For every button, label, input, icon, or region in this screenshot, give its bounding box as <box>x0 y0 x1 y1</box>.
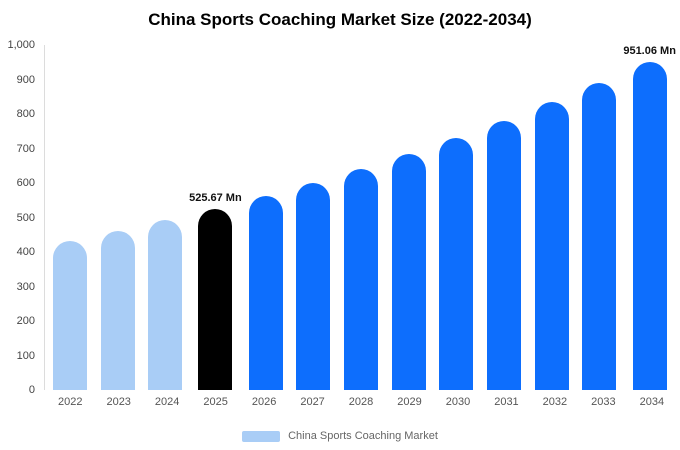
bars: 525.67 Mn 951.06 Mn <box>46 45 676 390</box>
bar-column-2032 <box>528 45 576 390</box>
bar-column-2030 <box>433 45 481 390</box>
bar-2030 <box>439 137 474 390</box>
bar-2023 <box>100 231 135 390</box>
x-tick-2034: 2034 <box>639 396 665 408</box>
x-tick-2023: 2023 <box>106 396 131 408</box>
y-tick-800: 800 <box>16 108 35 120</box>
x-tick-2028: 2028 <box>348 396 374 408</box>
y-axis-line <box>44 45 45 390</box>
bar-2028 <box>343 169 378 390</box>
bar-column-2031 <box>480 45 528 390</box>
bar-value-label-2025: 525.67 Mn <box>189 191 242 204</box>
y-tick-700: 700 <box>16 142 35 155</box>
legend-label: China Sports Coaching Market <box>288 430 438 442</box>
y-tick-1,000: 1,000 <box>7 39 35 51</box>
bar-2034 <box>632 62 667 390</box>
x-tick-2032: 2032 <box>542 396 568 408</box>
x-tick-2024: 2024 <box>154 396 180 408</box>
bar-2029 <box>391 154 426 390</box>
y-tick-100: 100 <box>16 349 35 362</box>
bar-2024 <box>148 220 183 390</box>
x-tick-2025: 2025 <box>203 396 228 408</box>
x-axis-labels: 2022 2023 2024 2025 2026 2027 2028 2029 2030 2031… <box>46 396 676 408</box>
y-tick-400: 400 <box>16 246 35 258</box>
bar-2022 <box>52 241 87 390</box>
x-tick-2031: 2031 <box>494 396 519 408</box>
bar-2033 <box>582 82 617 390</box>
legend-swatch-icon <box>242 430 281 442</box>
y-tick-900: 900 <box>16 73 35 86</box>
bar-column-2025: 525.67 Mn <box>189 45 242 390</box>
x-tick-2033: 2033 <box>591 396 616 408</box>
bar-column-2028 <box>337 45 385 390</box>
x-tick-2029: 2029 <box>397 396 422 408</box>
bar-column-2034: 951.06 Mn <box>623 45 676 390</box>
bar-column-2022 <box>46 45 94 390</box>
bar-column-2027 <box>289 45 337 390</box>
bar-column-2029 <box>385 45 433 390</box>
bar-2032 <box>534 102 569 390</box>
bar-2027 <box>296 183 331 390</box>
y-tick-500: 500 <box>16 211 35 224</box>
bar-2026 <box>248 196 283 390</box>
x-tick-2022: 2022 <box>57 396 83 408</box>
y-tick-200: 200 <box>16 315 35 327</box>
y-tick-600: 600 <box>16 177 35 189</box>
y-tick-300: 300 <box>16 280 35 293</box>
y-axis: 0 100 200 300 400 500 600 700 800 900 1,000 <box>0 39 40 396</box>
bar-column-2033 <box>576 45 624 390</box>
bar-2031 <box>487 120 522 390</box>
bar-column-2026 <box>242 45 290 390</box>
y-tick-0: 0 <box>28 384 35 396</box>
chart-title: China Sports Coaching Market Size (2022-… <box>148 10 532 29</box>
x-tick-2030: 2030 <box>445 396 471 408</box>
bar-column-2024 <box>141 45 189 390</box>
bar-value-label-2034: 951.06 Mn <box>623 45 676 57</box>
bar-column-2023 <box>94 45 142 390</box>
x-tick-2026: 2026 <box>251 396 277 408</box>
plot-area: 525.67 Mn 951.06 Mn <box>46 45 676 390</box>
bar-2025 <box>198 208 233 390</box>
legend[interactable]: China Sports Coaching Market <box>0 430 680 442</box>
x-tick-2027: 2027 <box>300 396 325 408</box>
